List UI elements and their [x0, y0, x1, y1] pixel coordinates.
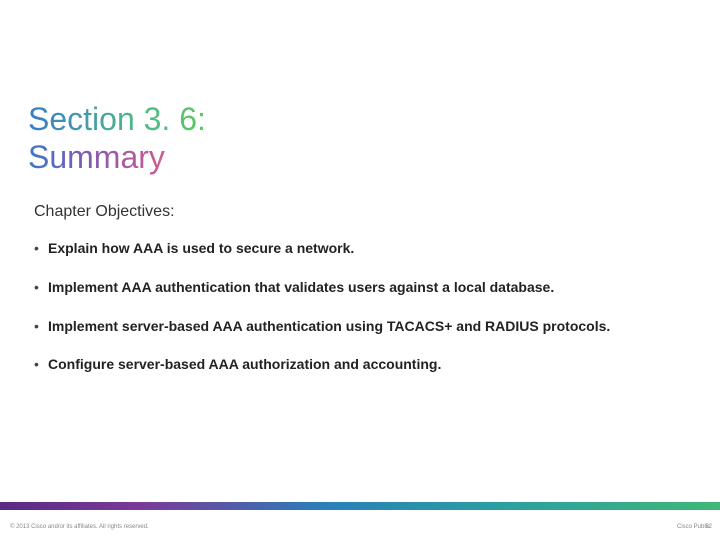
list-item: Implement AAA authentication that valida… [34, 278, 686, 317]
title-block: Section 3. 6: Summary [0, 0, 720, 177]
page-number: 52 [695, 524, 712, 530]
list-item: Implement server-based AAA authenticatio… [34, 317, 686, 356]
footer-accent-bar [0, 502, 720, 510]
footer-copyright: © 2013 Cisco and/or its affiliates. All … [10, 524, 149, 530]
bullet-list: Explain how AAA is used to secure a netw… [0, 221, 720, 395]
title-line-1: Section 3. 6: [28, 100, 206, 138]
title-line-2: Summary [28, 138, 165, 176]
slide: Section 3. 6: Summary Chapter Objectives… [0, 0, 720, 540]
subtitle: Chapter Objectives: [0, 177, 720, 221]
list-item: Explain how AAA is used to secure a netw… [34, 239, 686, 278]
footer: © 2013 Cisco and/or its affiliates. All … [10, 524, 710, 530]
list-item: Configure server-based AAA authorization… [34, 355, 686, 394]
page-number-value: 52 [705, 524, 712, 530]
